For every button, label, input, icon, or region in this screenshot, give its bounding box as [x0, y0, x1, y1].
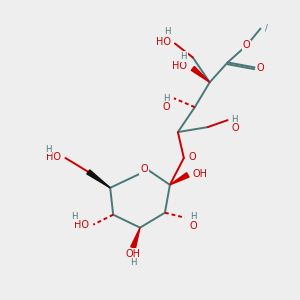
Text: H: H	[71, 212, 77, 221]
Text: O: O	[257, 63, 264, 74]
Text: HO: HO	[156, 37, 171, 46]
Text: HO: HO	[74, 220, 89, 230]
Text: HO: HO	[46, 152, 62, 162]
Text: OH: OH	[193, 169, 208, 179]
Text: H: H	[164, 27, 171, 36]
Text: O: O	[140, 164, 148, 174]
Text: OH: OH	[126, 248, 141, 259]
Text: H: H	[130, 258, 136, 267]
Text: O: O	[243, 40, 250, 50]
Text: /: /	[265, 23, 268, 32]
Text: H: H	[190, 212, 196, 221]
Text: O: O	[162, 102, 170, 112]
Text: O: O	[189, 152, 196, 162]
Polygon shape	[191, 67, 210, 82]
Text: HO: HO	[172, 61, 187, 71]
Polygon shape	[131, 228, 140, 248]
Text: H: H	[45, 145, 52, 154]
Text: H: H	[232, 115, 238, 124]
Text: H: H	[180, 52, 187, 61]
Text: H: H	[164, 94, 170, 103]
Text: O: O	[232, 123, 239, 133]
Text: O: O	[190, 220, 197, 231]
Polygon shape	[87, 170, 110, 188]
Polygon shape	[170, 173, 189, 185]
